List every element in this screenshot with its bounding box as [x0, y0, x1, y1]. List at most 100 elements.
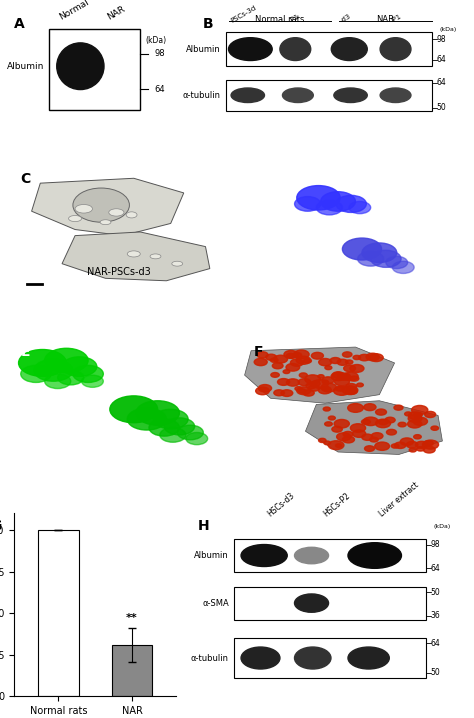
- Circle shape: [332, 372, 344, 378]
- Circle shape: [386, 429, 396, 435]
- Circle shape: [277, 378, 290, 386]
- Circle shape: [284, 350, 298, 358]
- Text: 64: 64: [155, 85, 165, 93]
- Circle shape: [350, 365, 364, 373]
- FancyBboxPatch shape: [226, 32, 431, 66]
- Circle shape: [177, 425, 203, 440]
- Circle shape: [392, 444, 399, 448]
- Circle shape: [346, 360, 353, 364]
- Ellipse shape: [294, 547, 328, 564]
- Circle shape: [286, 363, 300, 371]
- Circle shape: [328, 416, 335, 420]
- Circle shape: [413, 417, 428, 425]
- Ellipse shape: [283, 88, 313, 103]
- Circle shape: [82, 375, 103, 387]
- Circle shape: [362, 434, 373, 440]
- Circle shape: [266, 354, 276, 360]
- Circle shape: [306, 383, 316, 388]
- Circle shape: [45, 374, 71, 388]
- Bar: [112, 645, 152, 696]
- Ellipse shape: [126, 212, 137, 218]
- Text: 98: 98: [437, 34, 447, 44]
- Circle shape: [45, 348, 88, 373]
- Text: Liver extract: Liver extract: [377, 481, 420, 519]
- Circle shape: [415, 442, 428, 448]
- Circle shape: [338, 373, 351, 381]
- FancyBboxPatch shape: [49, 29, 140, 110]
- Circle shape: [160, 428, 186, 442]
- Circle shape: [110, 396, 158, 423]
- Circle shape: [366, 353, 379, 360]
- Circle shape: [431, 426, 438, 430]
- Text: Albumin: Albumin: [186, 45, 221, 54]
- Circle shape: [153, 409, 188, 429]
- Circle shape: [298, 378, 311, 386]
- Ellipse shape: [127, 251, 140, 257]
- Circle shape: [328, 441, 344, 449]
- Circle shape: [319, 438, 326, 442]
- Ellipse shape: [100, 220, 111, 225]
- Ellipse shape: [231, 88, 264, 103]
- Circle shape: [371, 433, 383, 439]
- Circle shape: [364, 404, 376, 411]
- Circle shape: [343, 432, 353, 437]
- Circle shape: [332, 426, 342, 432]
- Circle shape: [149, 419, 179, 436]
- Circle shape: [394, 442, 406, 449]
- Circle shape: [346, 388, 357, 394]
- Ellipse shape: [69, 215, 82, 222]
- Circle shape: [331, 373, 346, 381]
- Circle shape: [394, 405, 403, 410]
- Circle shape: [34, 359, 73, 381]
- Circle shape: [318, 375, 324, 378]
- Circle shape: [303, 390, 314, 396]
- Circle shape: [409, 448, 416, 452]
- Polygon shape: [62, 232, 210, 281]
- Text: α-tubulin: α-tubulin: [183, 90, 221, 100]
- Ellipse shape: [57, 43, 104, 90]
- Text: G: G: [0, 519, 1, 533]
- Text: D: D: [253, 172, 265, 186]
- FancyBboxPatch shape: [234, 638, 426, 679]
- Circle shape: [270, 358, 278, 363]
- Circle shape: [322, 377, 334, 383]
- Ellipse shape: [348, 647, 389, 669]
- Circle shape: [375, 442, 390, 450]
- Text: A: A: [14, 17, 25, 32]
- Text: 50: 50: [430, 668, 440, 677]
- Text: (kDa): (kDa): [439, 27, 456, 32]
- Circle shape: [365, 446, 374, 452]
- Circle shape: [344, 365, 356, 372]
- Ellipse shape: [241, 647, 280, 669]
- Text: Albumin: Albumin: [7, 62, 44, 70]
- Circle shape: [296, 356, 310, 364]
- Circle shape: [362, 243, 397, 263]
- FancyBboxPatch shape: [234, 539, 426, 572]
- Ellipse shape: [294, 594, 328, 612]
- Circle shape: [258, 385, 272, 392]
- Circle shape: [334, 386, 350, 396]
- Circle shape: [292, 353, 301, 358]
- Circle shape: [398, 422, 406, 426]
- Text: 50: 50: [430, 587, 440, 597]
- Circle shape: [337, 359, 348, 365]
- Ellipse shape: [241, 544, 287, 567]
- Circle shape: [321, 383, 337, 392]
- Circle shape: [411, 406, 428, 414]
- Circle shape: [334, 419, 349, 428]
- Text: (kDa): (kDa): [433, 523, 450, 528]
- Ellipse shape: [150, 254, 161, 258]
- Circle shape: [425, 411, 436, 418]
- Text: B: B: [203, 17, 213, 32]
- Circle shape: [299, 389, 306, 393]
- Circle shape: [343, 372, 358, 381]
- Text: Normal rats: Normal rats: [255, 15, 305, 24]
- Text: 36: 36: [430, 612, 440, 620]
- Circle shape: [336, 195, 366, 213]
- Circle shape: [273, 355, 288, 363]
- Polygon shape: [245, 347, 394, 404]
- Bar: [38, 530, 79, 696]
- Ellipse shape: [294, 647, 331, 669]
- Circle shape: [73, 365, 103, 383]
- Circle shape: [325, 365, 332, 370]
